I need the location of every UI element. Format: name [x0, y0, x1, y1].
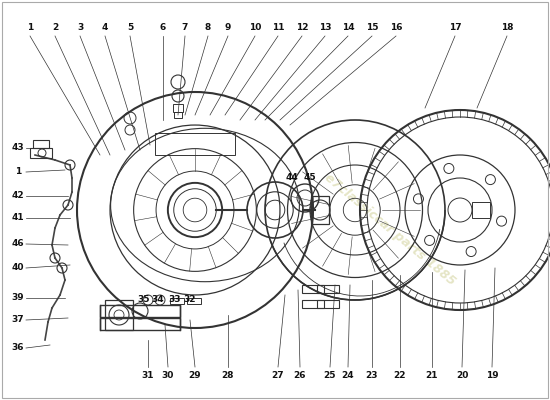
- Bar: [187, 298, 201, 304]
- Text: 35: 35: [138, 296, 150, 304]
- Text: 40: 40: [12, 264, 24, 272]
- Text: 7: 7: [182, 24, 188, 32]
- Text: 31: 31: [142, 370, 154, 380]
- Bar: [173, 104, 183, 112]
- Text: 46: 46: [12, 240, 24, 248]
- Text: 19: 19: [486, 370, 498, 380]
- Bar: [30, 148, 52, 158]
- Text: 1: 1: [27, 24, 33, 32]
- Text: 39: 39: [12, 294, 24, 302]
- Bar: [302, 285, 324, 293]
- Text: 42: 42: [12, 192, 24, 200]
- Bar: [33, 140, 49, 148]
- Bar: [100, 305, 180, 317]
- Text: 11: 11: [272, 24, 284, 32]
- Text: 6: 6: [160, 24, 166, 32]
- Text: 27: 27: [272, 370, 284, 380]
- Text: 1: 1: [15, 168, 21, 176]
- Bar: [317, 300, 339, 308]
- Text: 43: 43: [12, 144, 24, 152]
- Bar: [170, 298, 184, 304]
- Text: 2: 2: [52, 24, 58, 32]
- Text: 13: 13: [319, 24, 331, 32]
- Text: 33: 33: [169, 296, 182, 304]
- Text: 5: 5: [127, 24, 133, 32]
- Text: 15: 15: [366, 24, 378, 32]
- Text: 12: 12: [296, 24, 308, 32]
- Text: 41: 41: [12, 214, 24, 222]
- Text: 34: 34: [152, 296, 164, 304]
- Text: 9: 9: [225, 24, 231, 32]
- Text: 16: 16: [390, 24, 402, 32]
- Text: 4: 4: [102, 24, 108, 32]
- Text: e7classiccar parts 1885: e7classiccar parts 1885: [322, 172, 458, 288]
- Text: 37: 37: [12, 316, 24, 324]
- Text: 24: 24: [342, 370, 354, 380]
- Text: 3: 3: [77, 24, 83, 32]
- Text: 28: 28: [222, 370, 234, 380]
- Bar: [100, 318, 180, 330]
- Text: 18: 18: [500, 24, 513, 32]
- Text: 8: 8: [205, 24, 211, 32]
- Bar: [302, 300, 324, 308]
- Text: 25: 25: [324, 370, 336, 380]
- Bar: [472, 202, 490, 218]
- Text: 14: 14: [342, 24, 354, 32]
- Text: 23: 23: [366, 370, 378, 380]
- Bar: [317, 285, 339, 293]
- Text: 17: 17: [449, 24, 461, 32]
- Text: 30: 30: [162, 370, 174, 380]
- Text: 36: 36: [12, 344, 24, 352]
- Bar: [105, 300, 133, 330]
- Text: 22: 22: [394, 370, 406, 380]
- Text: 29: 29: [189, 370, 201, 380]
- Text: 32: 32: [184, 296, 196, 304]
- Bar: [174, 112, 182, 118]
- Bar: [155, 133, 235, 155]
- Text: 26: 26: [294, 370, 306, 380]
- Text: 44: 44: [285, 174, 298, 182]
- Text: 10: 10: [249, 24, 261, 32]
- Text: 45: 45: [304, 174, 316, 182]
- Bar: [311, 196, 329, 224]
- Text: 21: 21: [426, 370, 438, 380]
- Text: 20: 20: [456, 370, 468, 380]
